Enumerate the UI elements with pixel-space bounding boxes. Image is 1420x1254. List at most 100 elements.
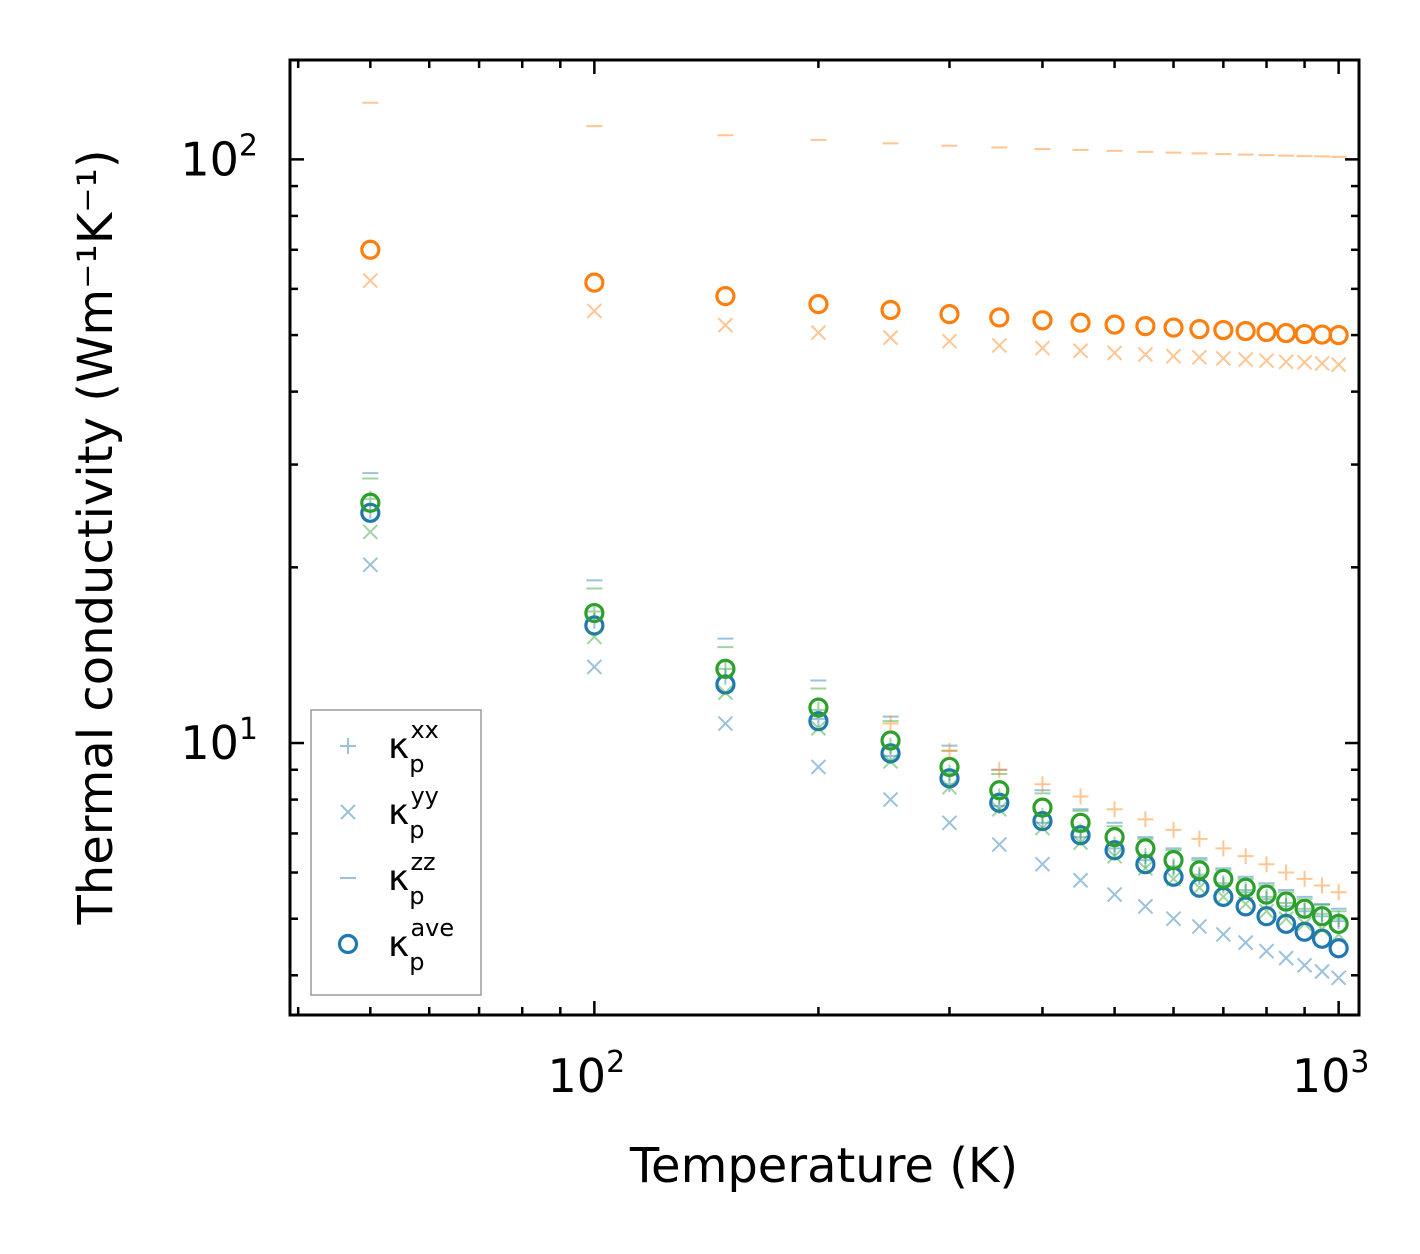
- data-point: [991, 337, 1008, 354]
- data-point: [362, 557, 379, 573]
- data-point: [1106, 886, 1123, 903]
- data-point: [1104, 840, 1125, 861]
- data-point: [991, 801, 1008, 817]
- data-point: [717, 715, 734, 732]
- data-point: [1256, 321, 1277, 343]
- data-point: [362, 272, 379, 289]
- data-point: [1191, 349, 1208, 366]
- data-point: [1314, 355, 1330, 372]
- data-point: [1070, 825, 1091, 846]
- data-point: [715, 286, 736, 307]
- data-point: [1135, 316, 1156, 337]
- data-point: [810, 720, 827, 736]
- data-point: [1296, 916, 1313, 932]
- data-point: [1276, 913, 1297, 934]
- data-point: [882, 753, 899, 770]
- data-point: [1278, 864, 1295, 881]
- data-point: [1163, 317, 1184, 338]
- data-point: [1191, 830, 1208, 847]
- series-green-kyy: [362, 524, 1347, 943]
- data-point: [1215, 926, 1232, 943]
- data-point: [880, 743, 901, 764]
- data-point: [882, 715, 899, 732]
- data-point: [1072, 788, 1089, 805]
- data-point: [1034, 340, 1051, 356]
- data-point: [1278, 354, 1294, 370]
- data-point: [360, 492, 381, 513]
- legend-marker: [337, 933, 359, 955]
- data-point: [1104, 314, 1125, 335]
- data-point: [1106, 848, 1123, 864]
- data-point: [584, 602, 605, 624]
- legend-label: κpyy: [388, 782, 439, 844]
- data-point: [1296, 900, 1313, 917]
- data-point: [1314, 908, 1331, 925]
- data-point: [1137, 860, 1154, 877]
- data-point: [1165, 871, 1182, 887]
- data-point: [808, 711, 829, 732]
- y-tick-label: 102: [180, 128, 258, 186]
- data-point: [1072, 834, 1089, 851]
- data-point: [1032, 797, 1053, 818]
- legend-label: κpave: [388, 914, 454, 976]
- series-blue-kzz: [362, 472, 1347, 910]
- data-point: [989, 792, 1010, 813]
- data-point: [1311, 906, 1333, 927]
- data-point: [941, 815, 958, 831]
- data-point: [1278, 911, 1294, 927]
- data-point: [360, 239, 381, 260]
- data-point: [989, 307, 1010, 328]
- data-point: [1072, 343, 1089, 359]
- data-point: [1235, 320, 1256, 342]
- data-point: [808, 293, 829, 315]
- data-point: [1213, 319, 1234, 341]
- data-point: [1294, 898, 1315, 919]
- data-point: [1191, 918, 1208, 935]
- series-blue-kyy: [362, 557, 1347, 986]
- data-point: [1256, 884, 1277, 905]
- data-point: [1215, 889, 1232, 905]
- data-point: [808, 697, 829, 718]
- data-point: [880, 299, 901, 321]
- data-point: [1237, 896, 1254, 912]
- data-point: [584, 615, 605, 636]
- data-point: [1258, 856, 1275, 873]
- data-point: [882, 791, 899, 808]
- y-axis-title: Thermal conductivity (Wm⁻¹K⁻¹): [68, 149, 124, 925]
- series-green-ave: [360, 492, 1349, 934]
- data-point: [1237, 934, 1254, 951]
- data-point: [1237, 351, 1254, 368]
- data-point: [586, 629, 603, 645]
- data-point: [991, 761, 1008, 778]
- series-orange-kyy: [362, 272, 1347, 373]
- data-point: [1034, 856, 1051, 872]
- data-point: [1330, 356, 1347, 373]
- data-point: [1032, 310, 1053, 331]
- data-point: [1311, 324, 1333, 345]
- data-point: [1296, 870, 1313, 887]
- legend-marker: [340, 804, 356, 820]
- data-point: [1296, 957, 1313, 974]
- data-point: [810, 324, 827, 341]
- data-point: [362, 524, 379, 540]
- x-tick-label: 102: [548, 1045, 626, 1103]
- data-point: [1215, 350, 1232, 367]
- data-point: [717, 684, 734, 701]
- data-point: [939, 756, 960, 778]
- data-point: [717, 660, 734, 677]
- data-point: [1070, 812, 1091, 833]
- data-point: [1137, 898, 1154, 915]
- data-point: [1032, 810, 1053, 832]
- data-point: [810, 759, 827, 775]
- data-point: [1328, 913, 1349, 934]
- data-point: [1328, 324, 1349, 346]
- data-point: [1189, 860, 1210, 881]
- data-point: [586, 659, 603, 675]
- data-point: [1296, 354, 1313, 371]
- data-point: [1106, 345, 1123, 361]
- data-point: [1294, 921, 1315, 942]
- data-point: [1330, 970, 1347, 986]
- data-point: [989, 780, 1010, 801]
- data-point: [1191, 880, 1208, 896]
